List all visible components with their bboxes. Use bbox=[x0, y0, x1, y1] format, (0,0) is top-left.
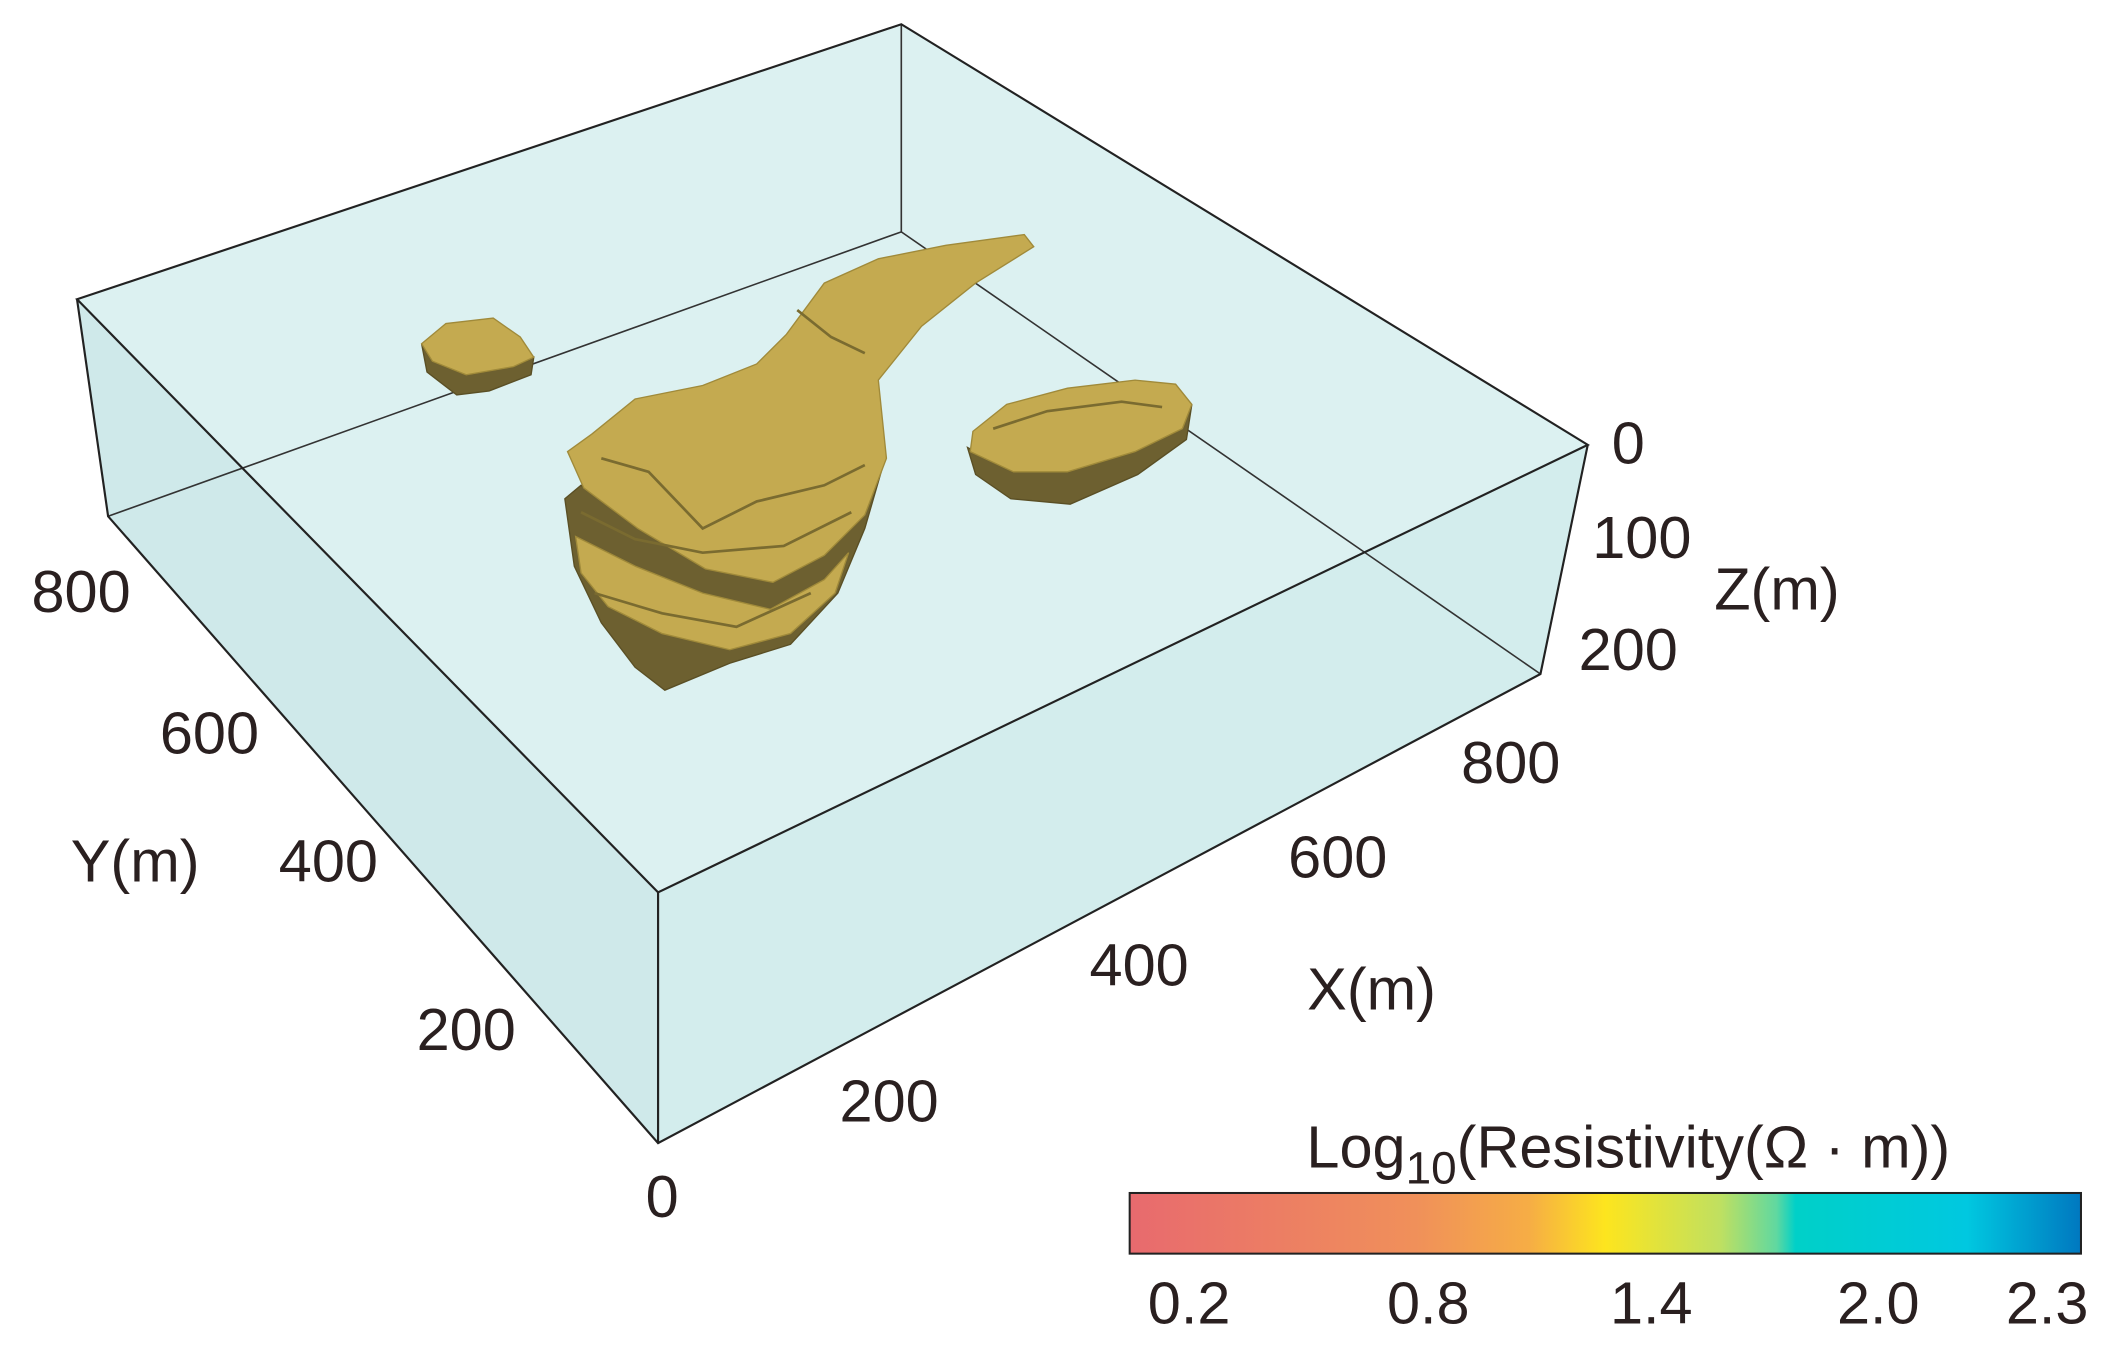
z-tick-label: 0 bbox=[1612, 410, 1645, 477]
colorbar bbox=[1128, 1191, 2082, 1255]
axis-labels: 0 200 400 600 800 X(m) 200 400 600 800 Y(m) 0 100 200… bbox=[31, 410, 2088, 1337]
body-step bbox=[594, 591, 812, 629]
body-step bbox=[992, 400, 1163, 430]
y-tick-label: 800 bbox=[31, 558, 130, 625]
x-tick-label: 0 bbox=[646, 1163, 679, 1230]
body-step bbox=[580, 511, 852, 555]
z-tick-label: 100 bbox=[1592, 504, 1691, 571]
title-base: Log bbox=[1306, 1113, 1405, 1180]
x-tick-label: 600 bbox=[1288, 824, 1387, 891]
x-tick-label: 800 bbox=[1461, 729, 1560, 796]
colorbar-title: Log10(Resistivity(Ω · m)) bbox=[1306, 1113, 1950, 1193]
title-sub: 10 bbox=[1406, 1142, 1457, 1194]
colorbar-tick-label: 1.4 bbox=[1610, 1270, 1693, 1337]
x-tick-label: 200 bbox=[840, 1068, 939, 1135]
x-tick-label: 400 bbox=[1090, 931, 1189, 998]
box-edges bbox=[75, 23, 1591, 1145]
box-front bbox=[658, 444, 1588, 1144]
anomalies bbox=[420, 233, 1193, 691]
colorbar-tick-label: 2.0 bbox=[1837, 1270, 1920, 1337]
z-tick-label: 200 bbox=[1579, 616, 1678, 683]
z-axis-label: Z(m) bbox=[1714, 555, 1839, 622]
title-rest: (Resistivity(Ω · m)) bbox=[1457, 1113, 1951, 1180]
box-left bbox=[77, 299, 659, 1144]
colorbar-tick-label: 2.3 bbox=[2006, 1270, 2089, 1337]
body-top bbox=[420, 317, 535, 376]
y-tick-label: 200 bbox=[417, 996, 516, 1063]
y-axis-label: Y(m) bbox=[71, 828, 200, 895]
body-top bbox=[566, 233, 1035, 584]
body-step bbox=[796, 308, 866, 355]
body-step bbox=[600, 457, 866, 531]
y-tick-label: 600 bbox=[160, 700, 259, 767]
y-tick-label: 400 bbox=[279, 828, 378, 895]
colorbar-tick-label: 0.8 bbox=[1387, 1270, 1470, 1337]
colorbar-tick-label: 0.2 bbox=[1148, 1270, 1231, 1337]
body-layer bbox=[574, 535, 850, 651]
x-axis-label: X(m) bbox=[1307, 956, 1436, 1023]
